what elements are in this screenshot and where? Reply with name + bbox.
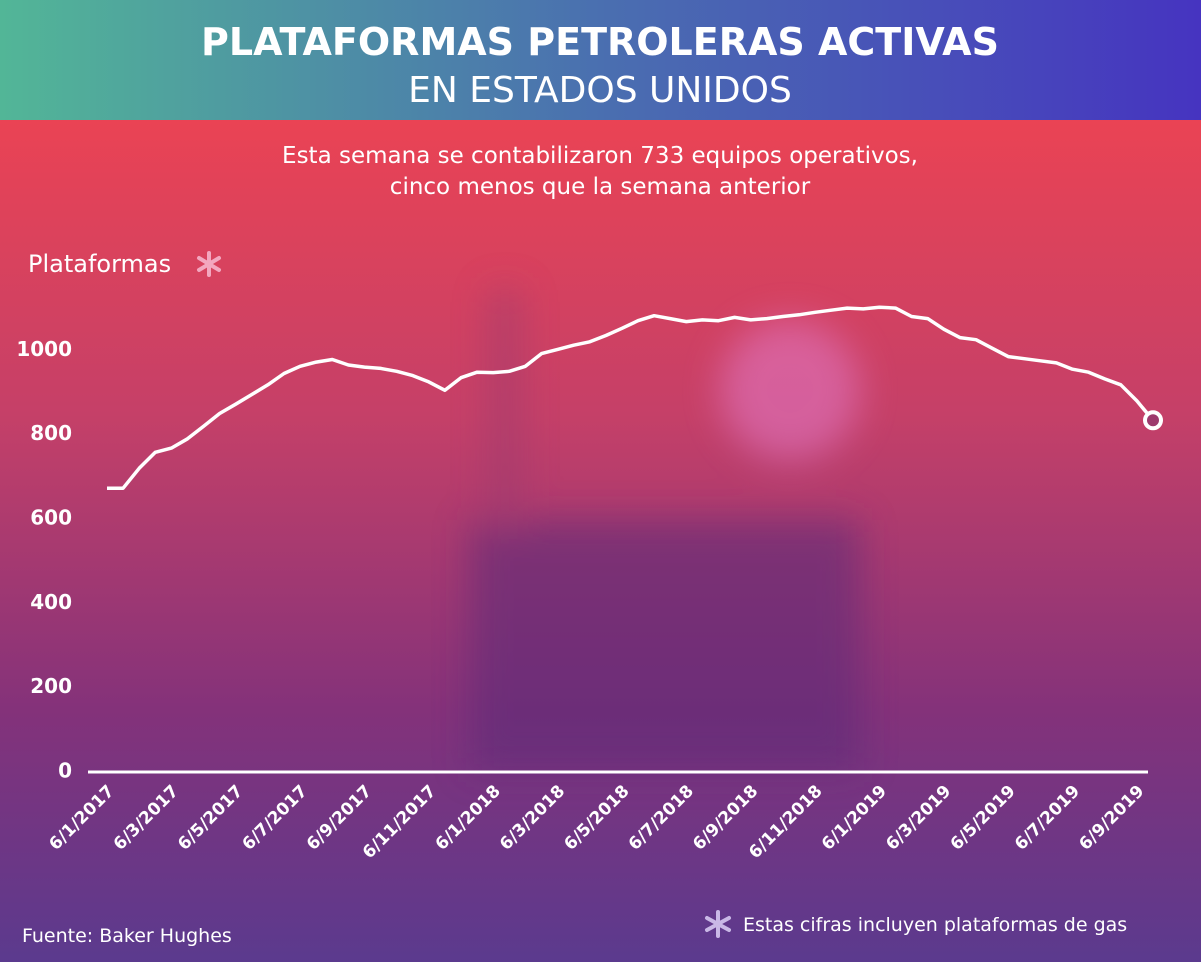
title: PLATAFORMAS PETROLERAS ACTIVAS [201, 20, 999, 64]
y-tick-label: 0 [58, 759, 72, 783]
asterisk-icon [705, 910, 731, 938]
title: EN ESTADOS UNIDOS [408, 70, 792, 111]
y-tick-label: 200 [30, 674, 72, 698]
end-marker [1143, 410, 1163, 431]
y-tick-label: 1000 [16, 337, 72, 361]
y-tick-label: 400 [30, 590, 72, 614]
y-axis-label: Plataformas [28, 250, 171, 278]
header [0, 0, 1201, 120]
line [107, 305, 1155, 490]
y-tick-label: 600 [30, 505, 72, 529]
source: Fuente: Baker Hughes [22, 925, 232, 947]
subtitle: Esta semana se contabilizaron 733 equipo… [282, 143, 918, 169]
asterisk-icon [197, 251, 221, 277]
subtitle: cinco menos que la semana anterior [390, 174, 811, 200]
background-image [470, 290, 860, 770]
y-tick-label: 800 [30, 421, 72, 445]
note: Estas cifras incluyen plataformas de gas [743, 914, 1127, 936]
